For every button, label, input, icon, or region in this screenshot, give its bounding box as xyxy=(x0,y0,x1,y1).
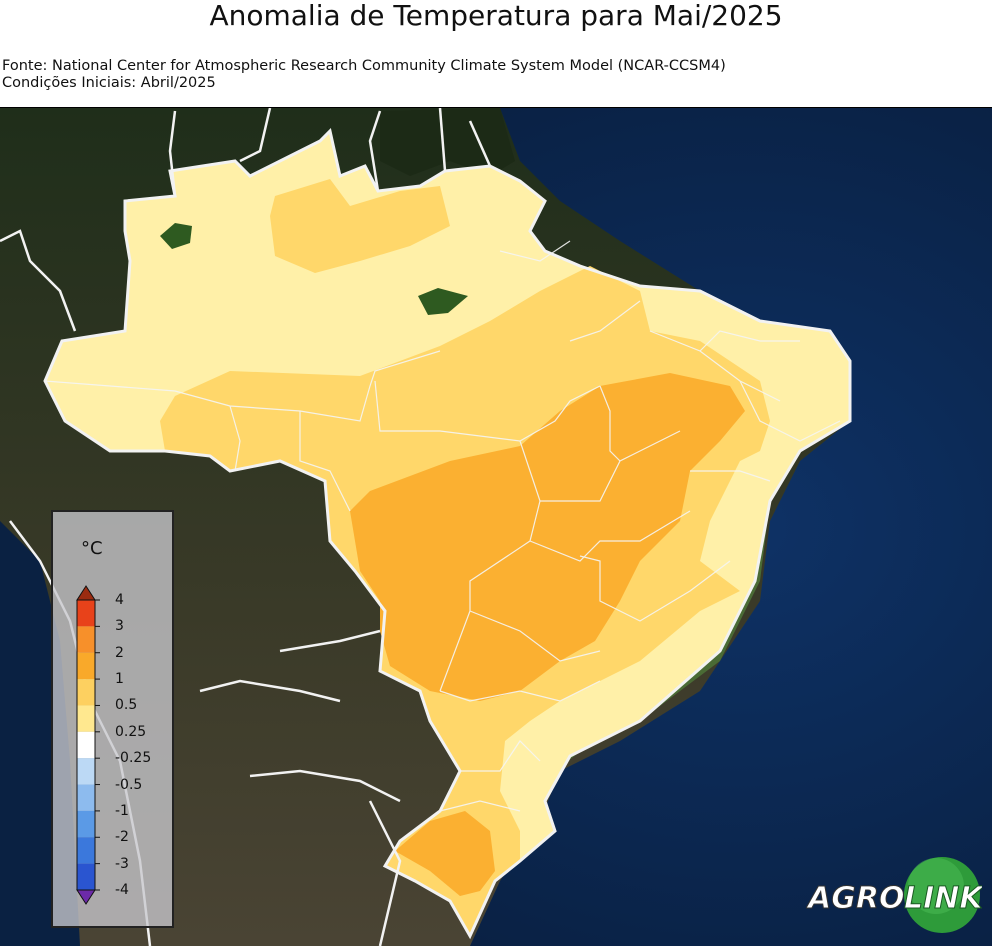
anomaly-zone-1-to-2 xyxy=(350,373,745,701)
colorbar-svg xyxy=(76,585,100,905)
colorbar-tick-label: -1 xyxy=(115,802,129,819)
colorbar-segment xyxy=(77,758,95,785)
map-title: Anomalia de Temperatura para Mai/2025 xyxy=(209,0,783,32)
data-gap-2 xyxy=(418,288,468,315)
colorbar-segment xyxy=(77,626,95,653)
anomaly-zone-north-patch xyxy=(270,179,450,273)
anomaly-zone-south-1-to-2 xyxy=(395,811,495,896)
source-text: Fonte: National Center for Atmospheric R… xyxy=(2,58,726,92)
colorbar-segment xyxy=(77,679,95,706)
colorbar-tick-label: -3 xyxy=(115,855,129,872)
logo-agro: AGRO xyxy=(806,881,904,916)
colorbar-segment xyxy=(77,652,95,680)
colorbar-segment xyxy=(77,600,95,627)
colorbar-outline xyxy=(76,599,96,891)
data-gap-1 xyxy=(160,223,192,249)
initial-conditions: Condições Iniciais: Abril/2025 xyxy=(2,75,216,91)
colorbar-segment xyxy=(77,731,95,759)
brazil-border xyxy=(43,128,852,940)
colorbar-tick-label: -2 xyxy=(115,829,129,846)
colorbar-tick-label: 2 xyxy=(115,644,124,661)
source-line: Fonte: National Center for Atmospheric R… xyxy=(2,58,726,74)
colorbar-tick-label: 1 xyxy=(115,671,124,688)
colorbar-legend: °C 4 3 2 1 0.5 0.25 -0.25 -0.5 -1 -2 -3 -4 xyxy=(51,510,174,928)
colorbar-segment xyxy=(77,837,95,864)
colorbar-segment xyxy=(77,705,95,732)
state-borders xyxy=(44,240,841,812)
colorbar-arrow-bottom xyxy=(76,889,96,905)
colorbar-tick-label: 0.25 xyxy=(115,723,147,740)
logo-link: LINK xyxy=(904,881,982,916)
colorbar-arrow-top xyxy=(76,585,96,601)
colorbar-tick-label: 0.5 xyxy=(115,697,138,714)
agrolink-logo: AGRO LINK xyxy=(806,856,986,934)
colorbar-tick-label: 4 xyxy=(115,592,124,608)
colorbar-tick-label: -0.25 xyxy=(115,750,152,767)
colorbar-segment xyxy=(77,784,95,811)
colorbar-segment xyxy=(77,810,95,838)
colorbar-tick-label: 3 xyxy=(115,618,124,635)
colorbar-tick-label: -0.5 xyxy=(115,776,143,793)
guiana-land xyxy=(380,108,515,176)
colorbar-tick-label: -4 xyxy=(115,882,129,898)
legend-unit: °C xyxy=(81,538,103,559)
colorbar-segment xyxy=(77,863,95,890)
